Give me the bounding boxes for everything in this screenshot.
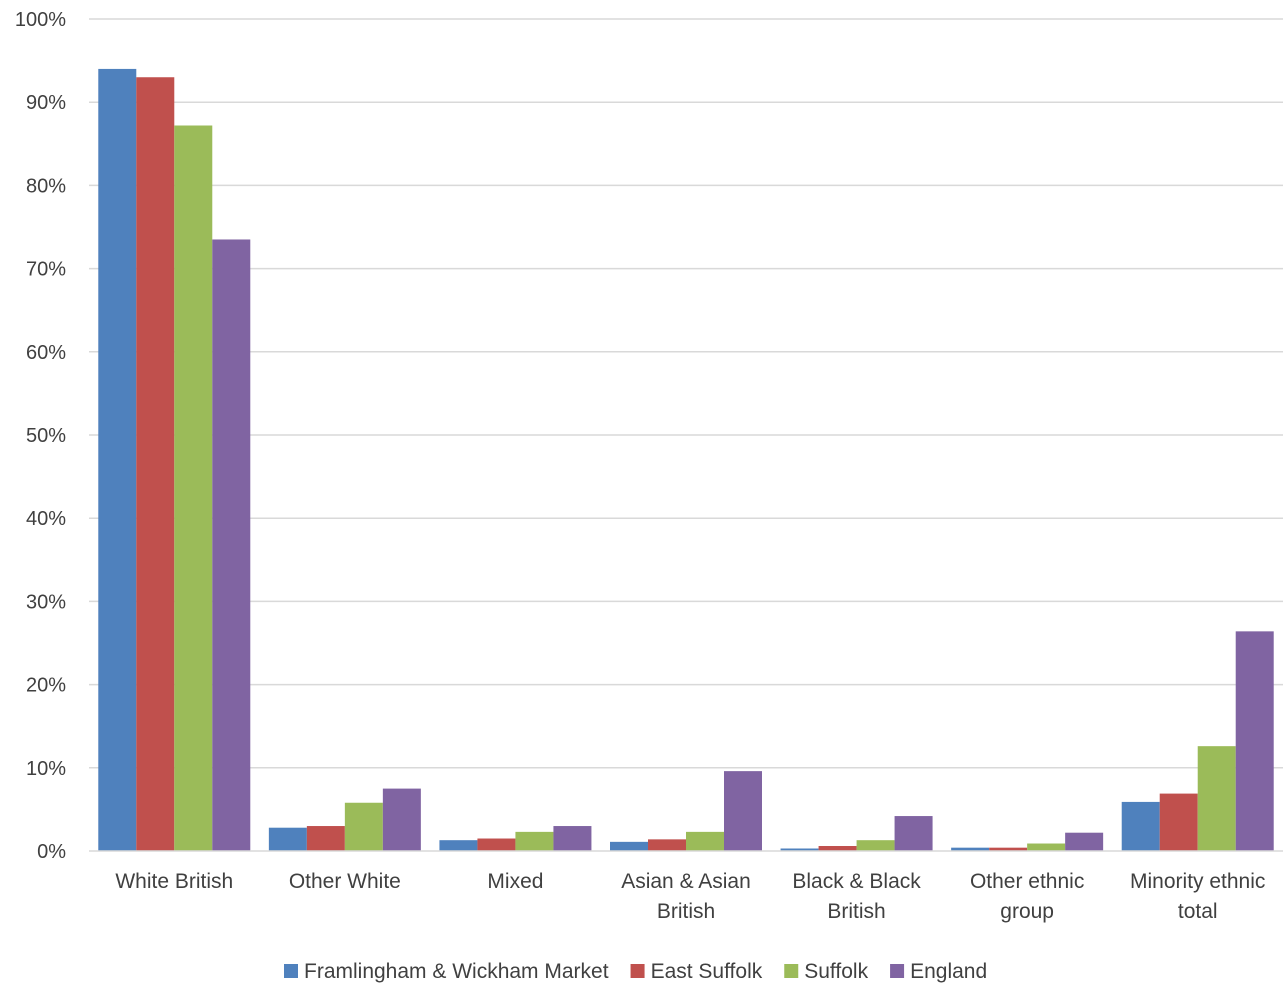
bar [515,831,554,851]
legend-label: Framlingham & Wickham Market [304,960,609,983]
bar [1121,801,1160,851]
y-tick-label: 40% [26,508,66,530]
bar [382,788,421,851]
bar [894,816,933,851]
x-category-label: White British [115,870,233,893]
legend-item: England [890,960,987,983]
bar [439,840,478,851]
bar [818,846,857,851]
y-tick-label: 70% [26,259,66,281]
bar [610,841,648,851]
bar [1197,746,1236,851]
y-tick-label: 10% [26,758,66,780]
y-tick-label: 20% [26,675,66,697]
y-tick-label: 60% [26,342,66,364]
bar [136,77,175,852]
legend: Framlingham & Wickham Market East Suffolk… [284,960,987,983]
bar [344,802,383,851]
gridlines [89,18,1283,769]
y-tick-label: 50% [26,425,66,447]
y-tick-label: 30% [26,591,66,613]
bars [98,68,1274,852]
bar [856,840,895,851]
bar [1065,832,1104,851]
x-category-label: Other ethnic group [970,870,1084,923]
legend-item: East Suffolk [630,960,763,983]
x-category-label: Minority ethnic total [1130,870,1265,923]
bar [98,68,137,852]
legend-swatch [284,964,298,978]
y-tick-label: 100% [15,9,66,31]
legend-label: Suffolk [804,960,868,983]
legend-swatch [890,964,905,978]
legend-label: East Suffolk [651,960,763,983]
y-tick-label: 80% [26,175,66,197]
y-tick-label: 0% [37,841,66,863]
bar [268,827,307,851]
bar [989,847,1028,851]
bar [1235,631,1274,851]
x-category-label: Asian & Asian British [621,870,751,923]
bar [477,838,516,851]
x-axis-category-labels: White British Other White Mixed Asian & Asi… [115,870,1265,923]
bar [951,847,990,851]
legend-item: Suffolk [784,960,869,983]
legend-label: England [910,960,987,983]
bar [780,848,819,851]
y-tick-label: 90% [26,92,66,114]
legend-swatch [630,964,645,978]
bar [724,771,762,851]
bar [1027,843,1066,851]
bar [686,831,724,851]
bar [648,839,686,851]
legend-item: Framlingham & Wickham Market [284,960,609,983]
bar [1159,793,1198,851]
y-axis-tick-labels: 0% 10% 20% 30% 40% 50% 60% 70% 80% 90% 100% [15,9,66,863]
bar [212,239,251,852]
x-category-label: Other White [289,870,401,893]
x-category-label: Black & Black British [792,870,921,923]
x-category-label: Mixed [487,870,543,893]
bar [174,125,213,852]
legend-swatch [784,964,799,978]
bar [553,826,592,851]
bar [306,826,345,851]
